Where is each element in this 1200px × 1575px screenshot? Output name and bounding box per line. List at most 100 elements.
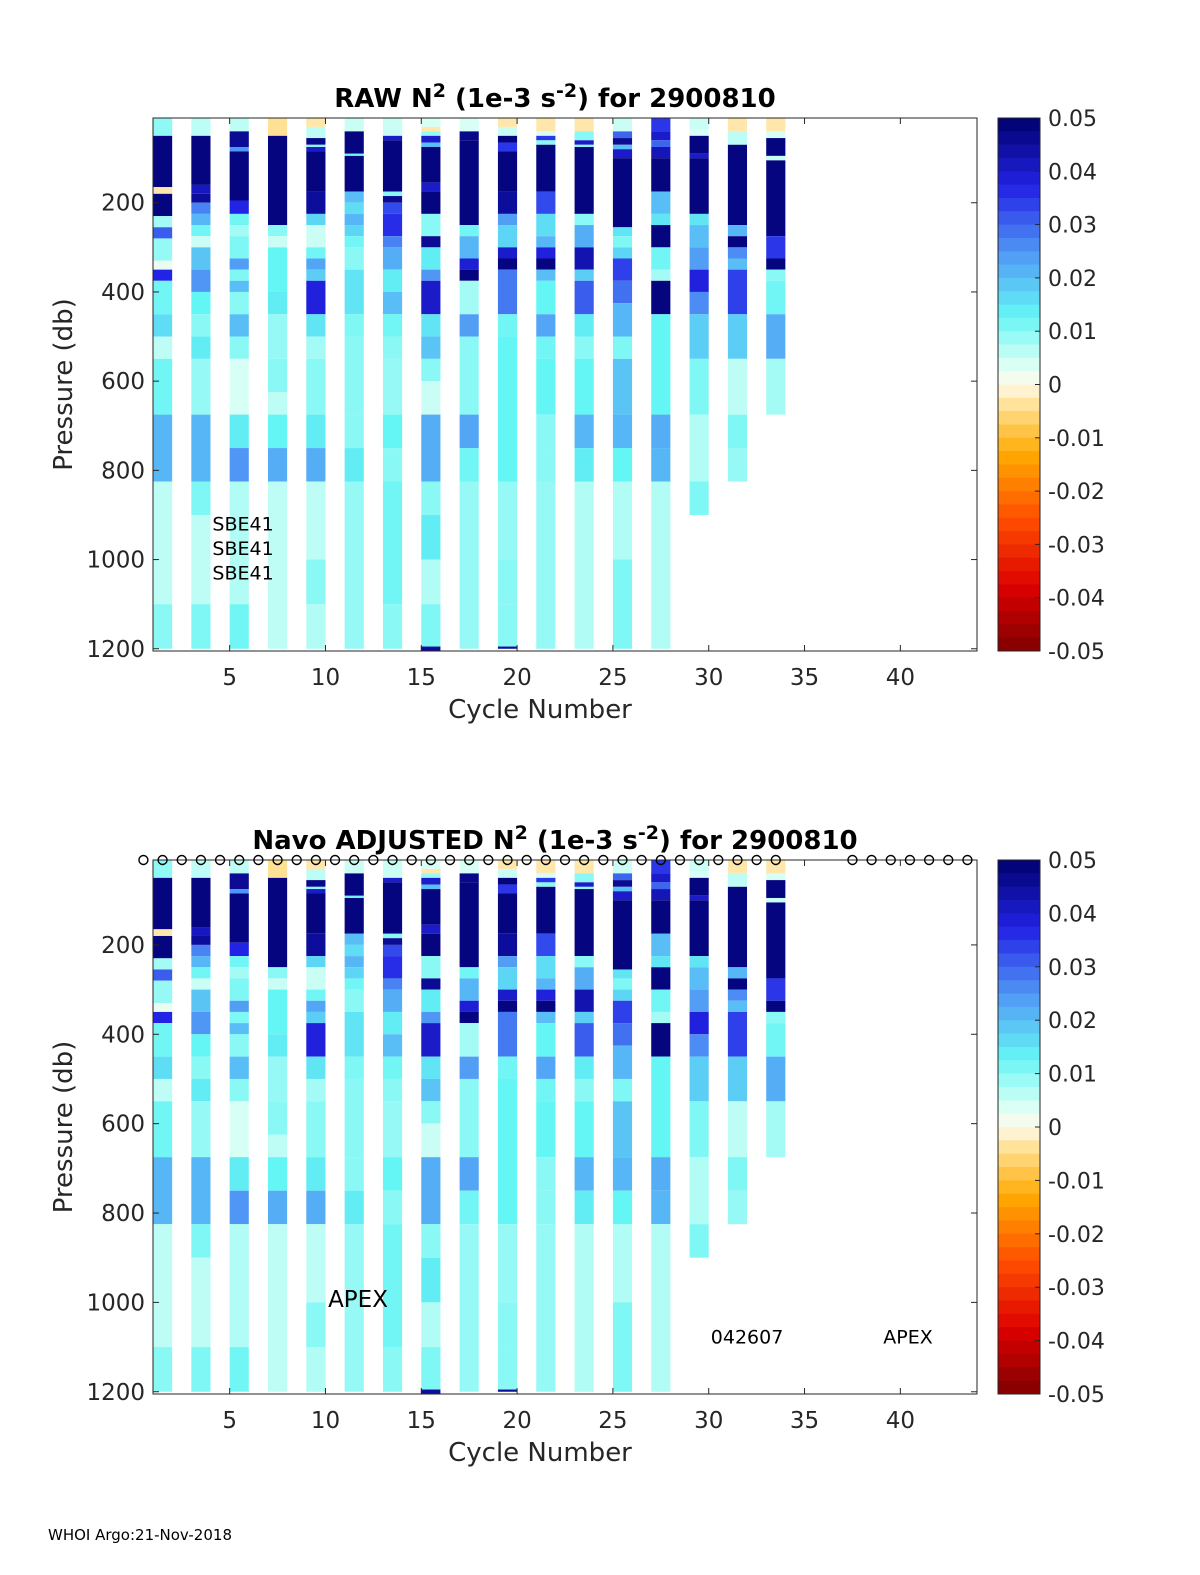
colorbar-swatch [998,1327,1040,1342]
heat-cell [766,138,786,156]
heat-cell [612,227,633,237]
heat-cell [766,978,786,1001]
heat-cell [267,448,288,482]
profile-cycle-23.5 [574,118,594,649]
colorbar-swatch [998,1073,1040,1088]
heat-cell [153,227,173,239]
heat-cell [344,1157,364,1191]
colorbar-tick-label: -0.02 [1048,480,1105,505]
colorbar-swatch [998,517,1040,532]
cycle-marker [578,854,590,866]
colorbar-tick-label: -0.04 [1048,587,1105,612]
heat-cell [421,236,441,248]
heat-cell [766,269,786,281]
heat-cell [344,202,364,214]
heat-cell [191,860,211,878]
heat-cell [153,238,173,261]
colorbar-swatch [998,1060,1040,1075]
heat-cell [497,1000,518,1012]
heat-cell [536,1000,556,1012]
heat-cell [459,1078,479,1158]
heat-cell [191,1011,211,1035]
heat-cell [459,882,479,968]
footer-stamp: WHOI Argo:21-Nov-2018 [48,1526,232,1544]
colorbar-swatch [998,237,1040,252]
heat-cell [153,860,173,878]
heat-cell [497,213,518,226]
heat-cell [612,978,633,990]
heat-cell [421,933,441,957]
heat-cell [229,213,249,226]
heat-cell [651,860,671,874]
heat-cell [344,967,364,979]
heat-cell [344,895,364,898]
colorbar-swatch [998,1140,1040,1155]
heat-cell [651,933,671,957]
colorbar-tick-label: -0.04 [1048,1330,1105,1355]
heat-cell [229,151,249,201]
x-axis-label: Cycle Number [448,695,632,725]
heat-cell [766,131,786,139]
heat-cell [382,135,403,141]
heat-cell [229,448,249,482]
cycle-marker [923,854,935,866]
heat-cell [344,247,364,270]
heat-cell [382,118,403,136]
heat-cell [191,291,211,315]
heat-cell [153,1056,173,1079]
heat-cell [727,978,748,990]
heat-cell [421,142,441,147]
heat-cell [766,314,786,359]
cycle-marker [751,854,762,866]
heat-cell [382,1190,403,1225]
heat-cell [306,269,326,281]
heat-cell [153,877,173,930]
heat-cell [306,146,326,152]
heat-cell [574,882,594,887]
heat-cell [421,280,441,315]
heat-cell [344,956,364,968]
cycle-marker [157,854,168,866]
chart-panel-2: 5 10 15 20 25 30 35 4020040060080010001200Cycle… [49,822,1105,1468]
heat-cell [727,967,748,979]
heat-cell [382,196,403,203]
heat-cell [574,873,594,883]
heat-cell [421,1011,441,1024]
heat-cell [497,151,518,192]
heat-cell [267,247,288,292]
colorbar-swatch [998,291,1040,306]
x-tick-label: 5 [222,665,237,691]
heat-cell [689,1101,709,1158]
heat-cell [689,129,709,136]
cycle-marker [559,854,571,866]
heat-cell [267,236,288,248]
profile-cycle-33.5 [766,118,786,415]
colorbar-swatch [998,873,1040,888]
heat-cell [459,1157,479,1191]
y-tick-label: 600 [101,1112,145,1138]
heat-cell [497,135,518,143]
colorbar-swatch [998,304,1040,319]
title-part: ) for 2900810 [659,826,858,856]
heat-cell [689,1034,709,1057]
heat-cell [497,258,518,270]
heat-cell [267,978,288,990]
heat-cell [536,269,556,281]
heat-cell [536,1101,556,1158]
heat-cell [497,142,518,152]
annotation-label: SBE41 [212,514,273,536]
cycle-marker [368,854,379,866]
heat-cell [689,213,709,226]
heat-cell [497,989,518,1001]
colorbar-swatch [998,886,1040,901]
colorbar-swatch [998,1006,1040,1021]
colorbar-swatch [998,171,1040,186]
heat-cell [421,381,441,415]
heat-cell [229,604,249,649]
heat-cell [153,935,173,959]
heat-cell [344,933,364,945]
heat-cell [459,118,479,132]
heat-cell [536,860,556,874]
heat-cell [191,213,211,226]
heat-cell [229,1101,249,1158]
